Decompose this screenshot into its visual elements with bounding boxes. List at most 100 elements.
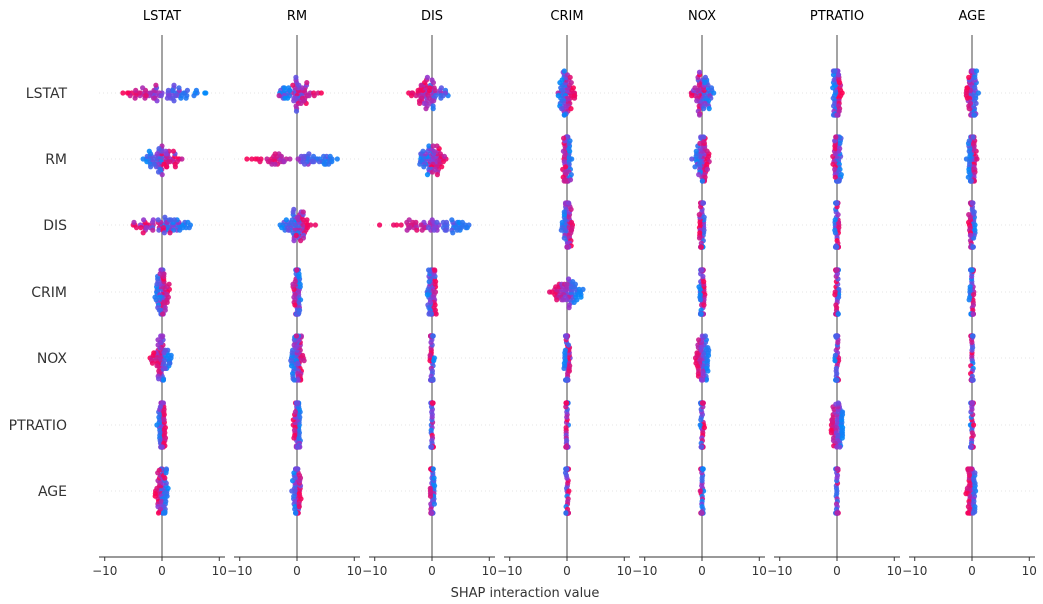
dot-dis-dis-65 [443,219,450,225]
dot-crim-crim-50 [554,297,560,303]
row-label-dis: DIS [43,218,67,234]
dot-dis-lstat-53 [155,217,161,223]
dot-rm-dis-55 [434,143,440,149]
dot-ptratio-crim-68 [563,400,569,406]
dot-dis-crim-66 [568,219,575,225]
dot-nox-nox-69 [698,377,705,383]
column-title-ptratio: PTRATIO [810,9,864,24]
dot-rm-lstat-29 [140,156,146,162]
dot-lstat-dis-39 [413,93,419,99]
dot-rm-lstat-62 [151,161,157,167]
dot-dis-nox-69 [700,200,707,206]
dot-nox-crim-67 [565,377,571,383]
x-tick-label-nox-2: 10 [752,564,767,578]
x-tick-label-crim-1: 0 [563,564,571,578]
dot-crim-crim-39 [580,286,586,292]
dot-rm-rm-39 [281,159,287,165]
dot-rm-dis-62 [426,143,432,149]
dots [120,68,982,516]
dot-lstat-lstat-23 [169,87,175,93]
dot-crim-lstat-61 [160,311,166,317]
dot-dis-lstat-55 [150,227,156,233]
dot-lstat-lstat-60 [151,95,157,101]
dot-dis-rm-55 [308,222,314,228]
dot-rm-dis-68 [420,148,426,154]
dot-lstat-dis-69 [438,85,444,91]
dot-crim-dis-69 [432,267,438,273]
dot-nox-lstat-64 [155,337,161,343]
dot-ptratio-crim-69 [564,444,570,450]
dot-dis-age-69 [966,212,972,218]
dot-age-nox-68 [699,510,705,516]
dot-lstat-ptratio-66 [834,112,840,118]
dot-dis-rm-3 [312,222,318,228]
dot-lstat-nox-68 [701,106,707,112]
dot-lstat-lstat-58 [153,82,159,88]
dot-lstat-dis-61 [408,93,415,99]
dot-age-nox-67 [700,466,706,472]
grid-lines [99,92,1035,492]
dot-lstat-crim-67 [561,68,567,74]
dot-lstat-dis-65 [418,82,424,88]
dot-nox-lstat-49 [154,363,160,369]
dot-nox-nox-61 [705,368,711,374]
dot-rm-lstat-56 [170,148,176,154]
dot-age-age-41 [964,485,971,491]
x-tick-label-dis-0: −10 [362,564,387,578]
dot-dis-dis-40 [425,225,432,231]
dot-age-dis-42 [427,485,433,491]
dot-ptratio-ptratio-68 [835,400,842,406]
dot-lstat-rm-68 [304,80,310,86]
dot-dis-age-68 [970,244,976,250]
dot-lstat-age-66 [966,106,972,112]
dot-crim-age-64 [971,292,977,298]
dot-nox-lstat-55 [162,347,168,353]
dot-nox-lstat-59 [162,365,168,371]
dot-lstat-rm-57 [291,98,297,104]
dot-crim-crim-62 [571,299,577,305]
dot-crim-lstat-68 [154,281,160,287]
dot-dis-crim-32 [559,219,565,225]
dot-rm-lstat-66 [156,146,162,152]
dot-dis-dis-56 [458,225,464,231]
dot-rm-lstat-58 [167,159,173,165]
dot-lstat-age-43 [975,90,982,96]
dot-nox-nox-52 [694,363,701,369]
dot-lstat-age-67 [973,68,980,74]
dot-dis-dis-46 [463,225,469,231]
dot-crim-lstat-69 [164,299,170,305]
dot-rm-rm-60 [306,151,312,157]
dot-nox-rm-67 [293,333,300,339]
dot-rm-rm-50 [311,159,317,165]
dot-crim-rm-68 [292,302,298,308]
dot-lstat-nox-63 [692,85,698,91]
dot-rm-dis-64 [432,166,438,172]
x-tick-label-ptratio-1: 0 [833,564,841,578]
dot-rm-dis-60 [441,153,447,159]
dot-rm-ptratio-64 [832,174,838,180]
dot-dis-dis-59 [406,217,412,223]
dot-ptratio-nox-51 [701,425,708,431]
dot-crim-lstat-66 [156,307,162,313]
dot-nox-rm-33 [301,358,307,364]
dot-rm-ptratio-67 [835,178,841,184]
dot-ptratio-lstat-69 [157,404,163,410]
dot-rm-dis-65 [434,172,440,178]
column-title-lstat: LSTAT [143,9,181,24]
dot-crim-ptratio-68 [834,267,840,273]
dot-lstat-rm-67 [282,95,288,101]
dot-dis-crim-67 [566,200,572,206]
dot-crim-nox-64 [696,284,702,290]
dot-dis-lstat-52 [141,217,147,223]
dot-lstat-crim-43 [555,93,561,99]
dot-nox-ptratio-69 [834,333,841,339]
dot-nox-lstat-69 [151,350,157,356]
dot-age-age-65 [965,510,972,516]
dot-crim-crim-28 [549,289,555,295]
dot-lstat-dis-55 [429,77,435,83]
dot-ptratio-ptratio-63 [839,409,846,415]
dot-nox-dis-43 [427,358,433,364]
dot-dis-dis-69 [419,227,425,233]
dot-lstat-rm-65 [293,108,300,114]
dot-crim-crim-53 [566,305,572,311]
